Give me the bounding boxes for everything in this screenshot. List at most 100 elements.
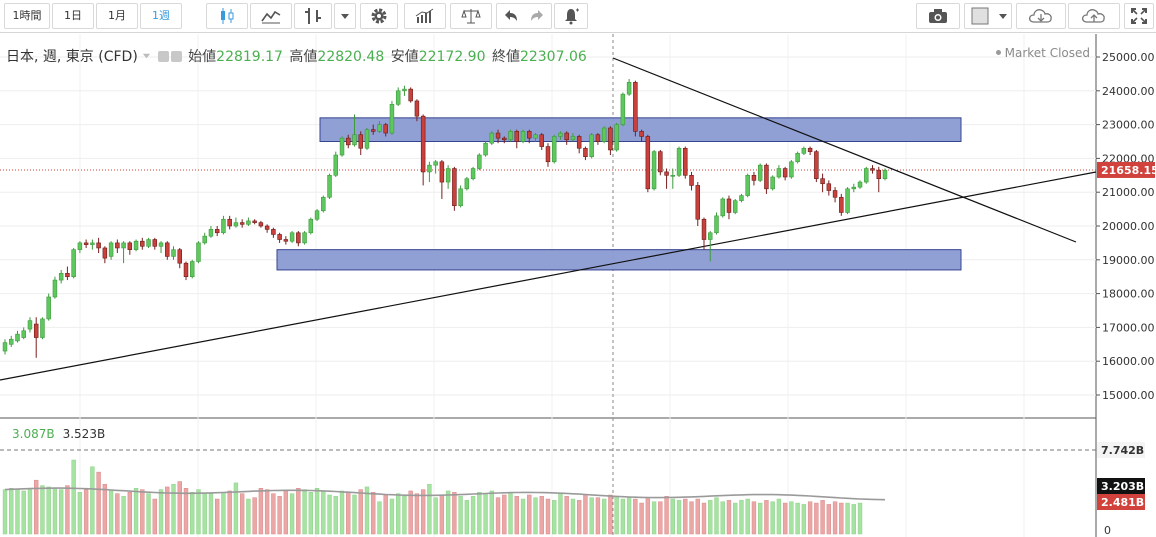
chevron-down-icon[interactable] [142,51,151,60]
volume-bar [165,486,170,535]
zone-rectangle[interactable] [319,117,962,142]
candle-body [127,242,133,250]
line-chart-button[interactable] [250,3,292,29]
volume-bar [832,501,838,535]
candle-body [820,178,825,185]
descending-trend-line[interactable] [612,57,1077,243]
cloud-download-button[interactable] [1016,3,1066,29]
undo-icon[interactable] [501,6,521,26]
studies-button[interactable] [404,3,446,29]
candle-body [520,131,526,142]
candle-body [658,151,663,173]
volume-bar [133,488,139,535]
fullscreen-button[interactable] [1124,3,1154,29]
volume-bar [364,486,370,535]
volume-bar [90,466,95,535]
eye-toggle-icon[interactable] [157,51,169,62]
candle-body [701,218,707,240]
candle-body [239,222,245,225]
chart-toolbar: 1時間 1日 1月 1週 [0,0,1156,33]
indicator-icon [305,8,321,24]
volume-bar [857,502,863,535]
volume-bar [664,496,669,535]
candlestick-series [2,78,888,358]
candle-body [277,234,282,240]
symbol-name[interactable]: 日本, 週, 東京 (CFD) [6,49,138,65]
volume-bar [670,498,675,535]
candle-body [626,82,632,95]
interval-1d-button[interactable]: 1日 [52,3,94,29]
last-price-tag [1097,161,1155,178]
volume-bar [689,501,694,535]
candle-body [689,175,694,186]
volume-bar [196,489,201,535]
zone-rectangle[interactable] [276,249,962,271]
volume-bar [121,496,126,535]
interval-1h-button[interactable]: 1時間 [4,3,50,29]
candle-body [377,124,382,132]
volume-bar [477,492,482,535]
candle-body [814,151,819,179]
volume-bar [452,492,457,535]
volume-bar [695,498,700,535]
chart-type-dropdown[interactable] [334,3,356,29]
price-axis[interactable]: 25000.0024000.0023000.0022000.0021000.00… [1096,34,1156,537]
volume-bar [583,494,588,535]
trend-lines[interactable] [0,57,1097,381]
cloud-upload-icon [1081,9,1105,23]
candle-body [402,88,407,92]
candle-body [71,249,76,278]
candle-body [33,323,39,338]
volume-bar [570,498,576,535]
ascending-trend-line[interactable] [0,171,1097,381]
volume-bar [302,489,307,535]
settings-small-icon[interactable] [170,51,182,62]
screenshot-button[interactable] [916,3,960,29]
volume-bar [427,483,432,535]
interval-1w-button[interactable]: 1週 [140,3,182,29]
candle-body [876,169,881,179]
alert-button[interactable] [554,3,588,29]
candle-body [595,134,601,142]
volume-bar [608,494,613,535]
candle-body [757,164,763,181]
redo-icon[interactable] [527,6,547,26]
market-status: Market Closed [995,46,1090,60]
candle-body [408,88,413,102]
volume-bar [327,494,332,535]
compare-button[interactable] [450,3,492,29]
candle-body [664,171,669,176]
color-picker-button[interactable] [964,3,1012,29]
candle-body [52,279,58,298]
camera-icon [929,9,947,23]
candle-body [321,196,326,212]
volume-bar [271,493,276,535]
volume-bar [408,490,413,535]
close-label: 終値 [491,49,520,65]
candle-body [383,124,388,134]
close-value: 22307.06 [519,49,587,65]
candle-body [152,239,158,247]
price-tick-label: 25000.00 [1102,51,1155,64]
candle-body [389,104,395,134]
price-tick-label: 23000.00 [1102,119,1155,132]
candle-body [333,154,339,176]
volume-bar [34,479,39,535]
candlestick-chart-button[interactable] [206,3,248,29]
volume-bar [352,494,357,535]
indicators-button[interactable] [294,3,332,29]
candle-body [826,183,832,191]
cloud-upload-button[interactable] [1068,3,1120,29]
volume-bar [782,502,788,535]
support-resistance-zones[interactable] [276,117,962,271]
high-label: 高値 [289,49,318,65]
settings-button[interactable] [360,3,398,29]
volume-bar [726,500,732,535]
volume-bar [346,492,351,535]
interval-1m-button[interactable]: 1月 [96,3,138,29]
volume-bar [396,493,401,535]
candle-body [708,232,713,240]
candle-body [314,210,320,220]
price-chart[interactable]: 25000.0024000.0023000.0022000.0021000.00… [0,34,1156,537]
volume-bar [807,501,813,535]
